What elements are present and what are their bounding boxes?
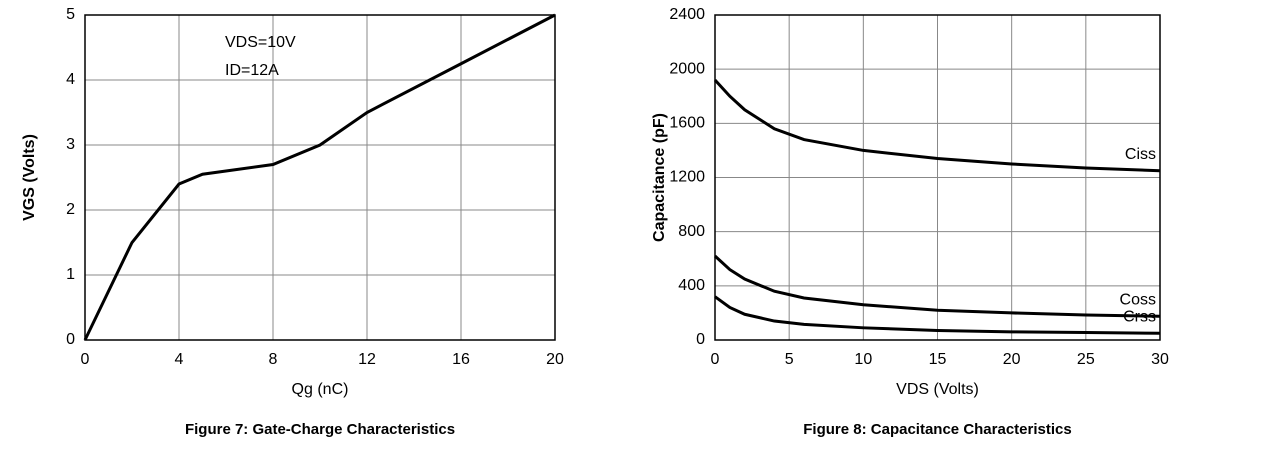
y-tick-label: 3 bbox=[66, 136, 75, 153]
x-tick-label: 30 bbox=[1151, 351, 1169, 368]
series-label: Crss bbox=[1123, 308, 1156, 325]
series-label: Coss bbox=[1120, 292, 1156, 309]
x-tick-label: 0 bbox=[81, 351, 90, 368]
x-tick-label: 5 bbox=[785, 351, 794, 368]
plot-frame bbox=[85, 15, 555, 340]
y-tick-label: 800 bbox=[678, 223, 705, 240]
y-tick-label: 2000 bbox=[669, 60, 705, 77]
y-axis-label: Capacitance (pF) bbox=[651, 113, 668, 242]
annotation: VDS=10V bbox=[225, 34, 296, 51]
x-tick-label: 10 bbox=[854, 351, 872, 368]
x-axis-label: VDS (Volts) bbox=[896, 381, 979, 398]
y-tick-label: 1 bbox=[66, 266, 75, 283]
y-axis-label: VGS (Volts) bbox=[21, 134, 38, 221]
chart-title: Figure 8: Capacitance Characteristics bbox=[803, 421, 1071, 438]
x-tick-label: 0 bbox=[711, 351, 720, 368]
y-tick-label: 0 bbox=[66, 331, 75, 348]
x-tick-label: 15 bbox=[929, 351, 947, 368]
series-line bbox=[85, 15, 555, 340]
y-tick-label: 2400 bbox=[669, 6, 705, 23]
x-tick-label: 20 bbox=[546, 351, 564, 368]
x-tick-label: 4 bbox=[175, 351, 184, 368]
x-tick-label: 25 bbox=[1077, 351, 1095, 368]
x-axis-label: Qg (nC) bbox=[292, 381, 349, 398]
annotation: ID=12A bbox=[225, 62, 279, 79]
y-tick-label: 0 bbox=[696, 331, 705, 348]
series-label: Ciss bbox=[1125, 146, 1156, 163]
y-tick-label: 4 bbox=[66, 71, 75, 88]
y-tick-label: 1200 bbox=[669, 169, 705, 186]
x-tick-label: 20 bbox=[1003, 351, 1021, 368]
page: 012345048121620Qg (nC)VGS (Volts)Figure … bbox=[0, 0, 1262, 463]
y-tick-label: 2 bbox=[66, 201, 75, 218]
y-tick-label: 5 bbox=[66, 6, 75, 23]
x-tick-label: 8 bbox=[269, 351, 278, 368]
x-tick-label: 12 bbox=[358, 351, 376, 368]
y-tick-label: 1600 bbox=[669, 115, 705, 132]
chart-title: Figure 7: Gate-Charge Characteristics bbox=[185, 421, 455, 438]
y-tick-label: 400 bbox=[678, 277, 705, 294]
x-tick-label: 16 bbox=[452, 351, 470, 368]
